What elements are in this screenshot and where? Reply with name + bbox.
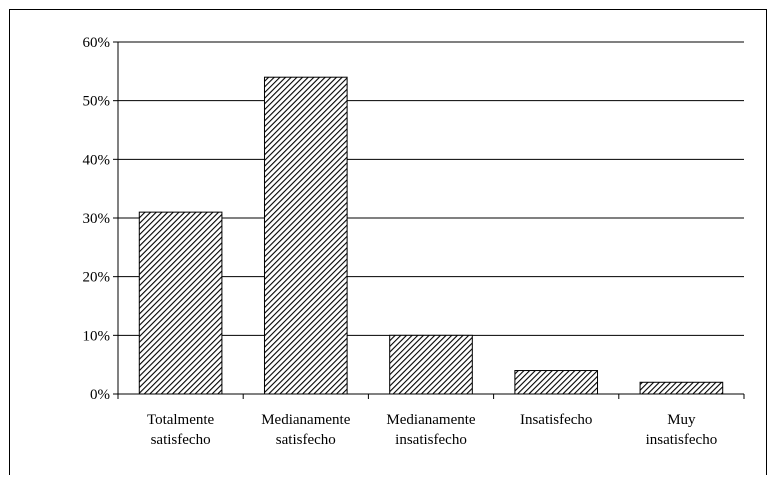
bars (138, 76, 724, 395)
y-tick-label: 0% (90, 387, 110, 403)
x-category-label: Totalmente satisfecho (147, 412, 215, 448)
y-tick-label: 60% (83, 35, 111, 51)
x-category-label: Muy insatisfecho (646, 412, 718, 448)
chart-frame (9, 9, 767, 475)
x-category-label: Medianamente insatisfecho (386, 412, 475, 448)
bar-1 (263, 76, 348, 395)
x-category-label: Insatisfecho (520, 412, 592, 428)
bar-4 (639, 381, 724, 395)
bar-0 (138, 211, 223, 395)
y-tick-label: 30% (83, 211, 111, 227)
y-tick-label: 20% (83, 270, 111, 286)
bar-2 (389, 334, 473, 395)
axes (113, 41, 745, 399)
tick-labels: 0% 10% 20% 30% 40% 50% 60% Totalmente satisfecho… (83, 35, 718, 448)
y-tick-label: 40% (83, 152, 111, 168)
y-tick-label: 50% (83, 94, 111, 110)
y-tick-label: 10% (83, 328, 111, 344)
x-category-label: Medianamente satisfecho (261, 412, 350, 448)
bar-3 (514, 370, 599, 395)
